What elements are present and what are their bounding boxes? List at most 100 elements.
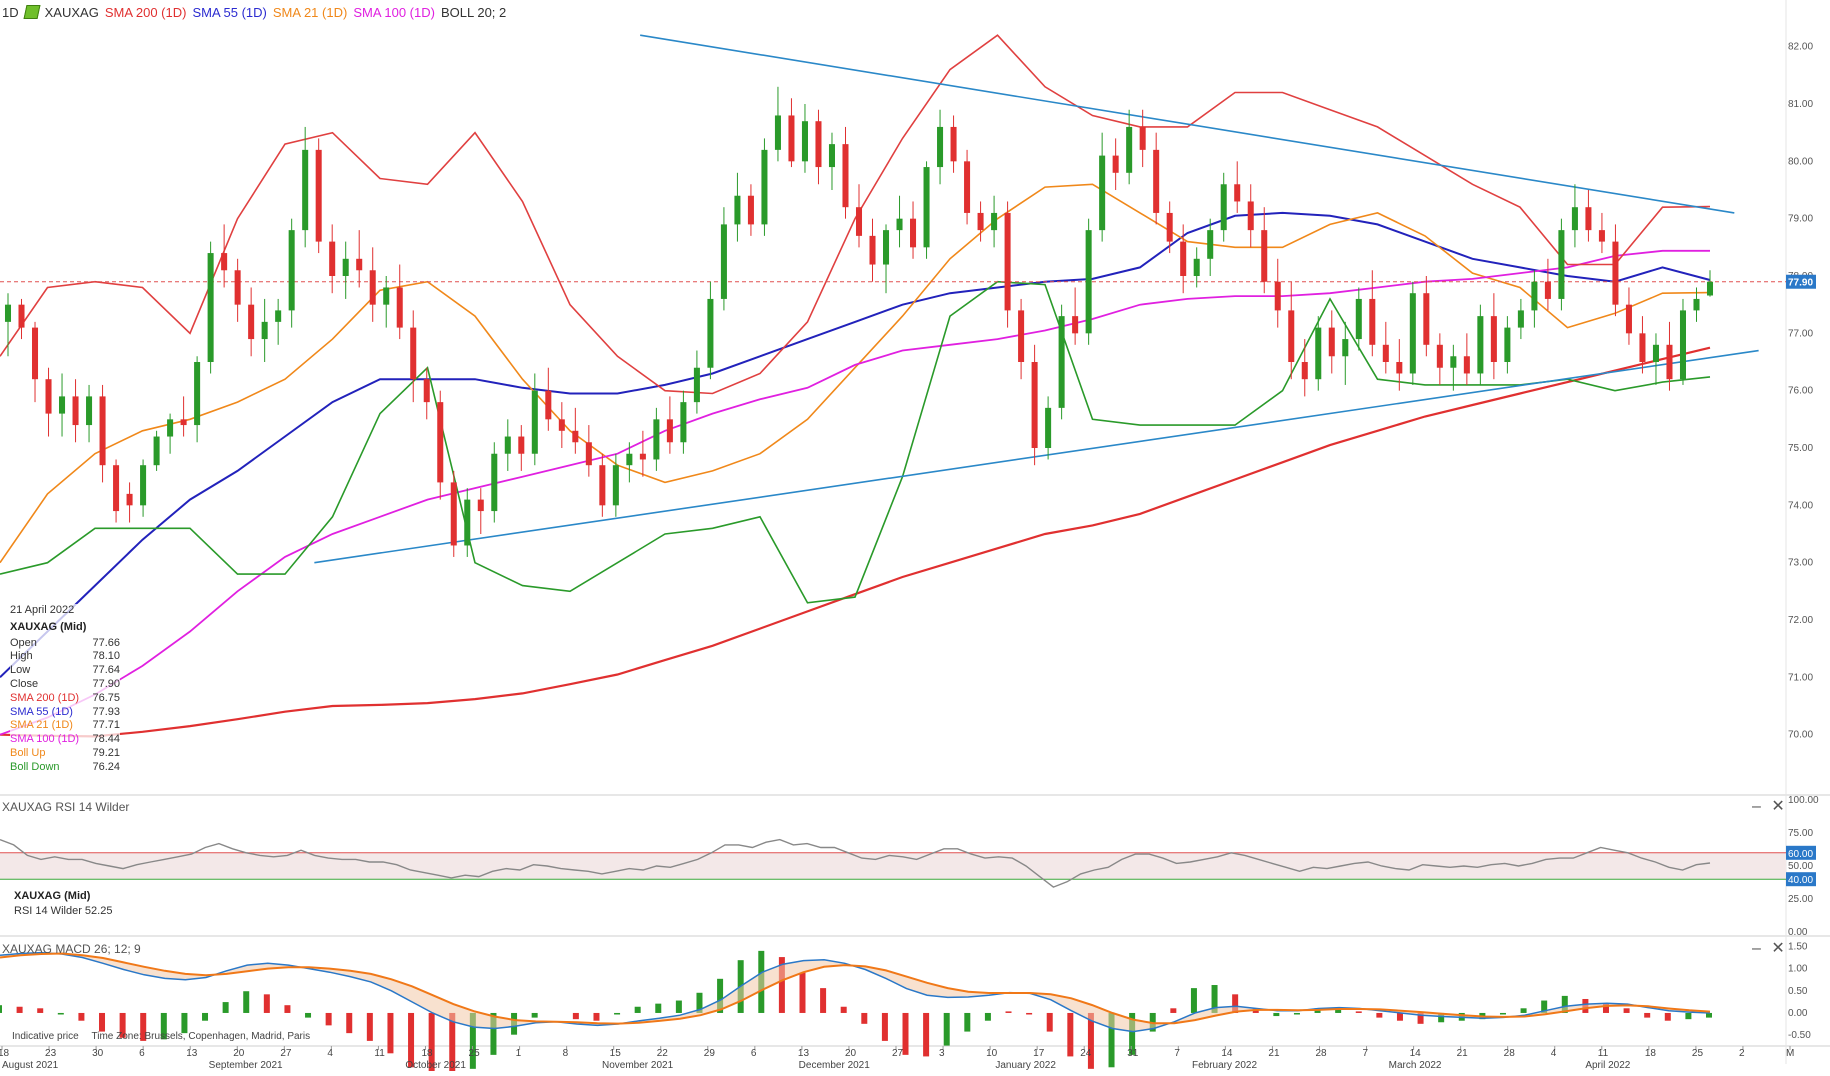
macd-histogram-bar	[305, 1012, 312, 1018]
candle-body	[1031, 362, 1038, 448]
macd-histogram-bar	[799, 972, 806, 1013]
rsi-panel-title[interactable]: XAUXAG RSI 14 Wilder	[2, 800, 130, 814]
macd-histogram-bar	[284, 1005, 291, 1013]
minimize-icon[interactable]: –	[1752, 798, 1761, 815]
legend-sma100[interactable]: SMA 100 (1D)	[353, 4, 435, 20]
macd-line	[0, 951, 1711, 1033]
legend-sma200[interactable]: SMA 200 (1D)	[104, 4, 187, 20]
candle-body	[774, 115, 781, 150]
price-tick-label: 73.00	[1788, 558, 1813, 569]
macd-histogram-bar	[984, 1012, 991, 1021]
macd-histogram-bar	[243, 991, 250, 1013]
macd-histogram-bar	[1685, 1012, 1692, 1020]
close-icon[interactable]: ✕	[1771, 798, 1785, 815]
candle-body	[1450, 356, 1457, 368]
info-row-label: SMA 55 (1D)	[10, 705, 73, 718]
time-day-label: 7	[1363, 1048, 1369, 1059]
candle-body	[599, 465, 606, 506]
candle-body	[693, 367, 700, 403]
macd-panel-title[interactable]: XAUXAG MACD 26; 12; 9	[2, 942, 141, 956]
candle-body	[734, 195, 741, 225]
info-row: Low 77.64	[10, 664, 120, 678]
candle-body	[1598, 230, 1605, 242]
close-icon[interactable]: ✕	[1771, 940, 1785, 957]
candle-body	[1409, 293, 1416, 374]
candle-body	[1517, 310, 1524, 328]
rsi-info-value: RSI 14 Wilder 52.25	[14, 905, 113, 917]
candle-body	[1436, 344, 1443, 368]
time-day-label: 30	[92, 1048, 104, 1059]
macd-histogram-bar	[37, 1008, 44, 1013]
candle-body	[477, 499, 484, 512]
macd-histogram-bar	[902, 1012, 909, 1055]
legend-sma55[interactable]: SMA 55 (1D)	[192, 4, 267, 20]
ohlc-info-box: 21 April 2022 XAUXAG (Mid) Open 77.66 High…	[10, 604, 120, 775]
legend-sma21[interactable]: SMA 21 (1D)	[272, 4, 348, 20]
macd-histogram-bar	[1067, 1012, 1074, 1057]
candle-body	[531, 390, 538, 454]
candle-body	[1085, 230, 1092, 334]
candle-body	[626, 453, 633, 466]
candle-body	[140, 465, 147, 506]
macd-histogram-bar	[820, 988, 827, 1013]
info-row-value: 79.21	[92, 746, 120, 759]
symbol-label[interactable]: XAUXAG	[44, 4, 99, 20]
candle-body	[72, 396, 79, 426]
info-row-value: 78.44	[92, 733, 120, 746]
rsi-level-badge	[1786, 872, 1816, 887]
time-day-label: 6	[751, 1048, 757, 1059]
candle-body	[356, 258, 363, 271]
macd-histogram-bar	[1602, 1003, 1609, 1013]
macd-histogram-bar	[1232, 994, 1239, 1013]
minimize-icon[interactable]: –	[1752, 940, 1761, 957]
macd-histogram-bar	[140, 1012, 147, 1041]
time-day-label: 10	[986, 1048, 998, 1059]
time-day-label: 4	[1551, 1048, 1557, 1059]
macd-histogram-bar	[1396, 1012, 1403, 1021]
rsi-info-symbol: XAUXAG (Mid)	[14, 890, 91, 902]
rsi-level-label: 40.00	[1788, 875, 1813, 886]
macd-histogram-bar	[840, 1006, 847, 1013]
candle-body	[1679, 310, 1686, 380]
macd-tick-label: 1.50	[1788, 941, 1808, 952]
macd-histogram-bar	[1561, 995, 1568, 1013]
candle-body	[801, 121, 808, 162]
rsi-panel-buttons: – ✕	[1752, 796, 1785, 816]
info-row-value: 76.24	[92, 760, 120, 773]
macd-histogram-bar	[696, 992, 703, 1013]
macd-histogram-bar	[1376, 1012, 1383, 1018]
time-day-label: 17	[1033, 1048, 1045, 1059]
time-day-label: 3	[939, 1048, 945, 1059]
price-tick-label: 79.00	[1788, 214, 1813, 225]
candle-body	[1490, 316, 1497, 362]
candle-body	[288, 230, 295, 311]
info-row: Open 77.66	[10, 637, 120, 651]
series-line-boll-down	[0, 280, 1711, 604]
time-day-label: 13	[798, 1048, 810, 1059]
candle-body	[545, 390, 552, 420]
time-month-label: September 2021	[209, 1060, 283, 1071]
macd-histogram-bar	[1520, 1008, 1527, 1013]
rsi-tick-label: 25.00	[1788, 894, 1813, 905]
current-price-label: 77.90	[1788, 278, 1813, 289]
candle-body	[558, 419, 565, 431]
current-price-badge	[1786, 274, 1816, 289]
macd-histogram-bar	[1499, 1012, 1506, 1015]
candle-body	[1126, 126, 1133, 173]
legend-boll[interactable]: BOLL 20; 2	[440, 4, 507, 20]
candle-body	[1666, 344, 1673, 380]
candle-body	[167, 419, 174, 437]
candle-body	[86, 396, 93, 426]
candle-body	[383, 287, 390, 305]
candle-body	[437, 402, 444, 483]
rsi-info: XAUXAG (Mid) RSI 14 Wilder 52.25	[14, 889, 112, 919]
candle-body	[572, 430, 579, 443]
candle-body	[1166, 212, 1173, 242]
candle-body	[977, 212, 984, 231]
timeframe-label[interactable]: 1D	[2, 4, 19, 20]
candle-body	[423, 379, 430, 403]
time-day-label: 18	[0, 1048, 10, 1059]
info-row-value: 76.75	[92, 691, 120, 704]
candle-body	[518, 436, 525, 454]
